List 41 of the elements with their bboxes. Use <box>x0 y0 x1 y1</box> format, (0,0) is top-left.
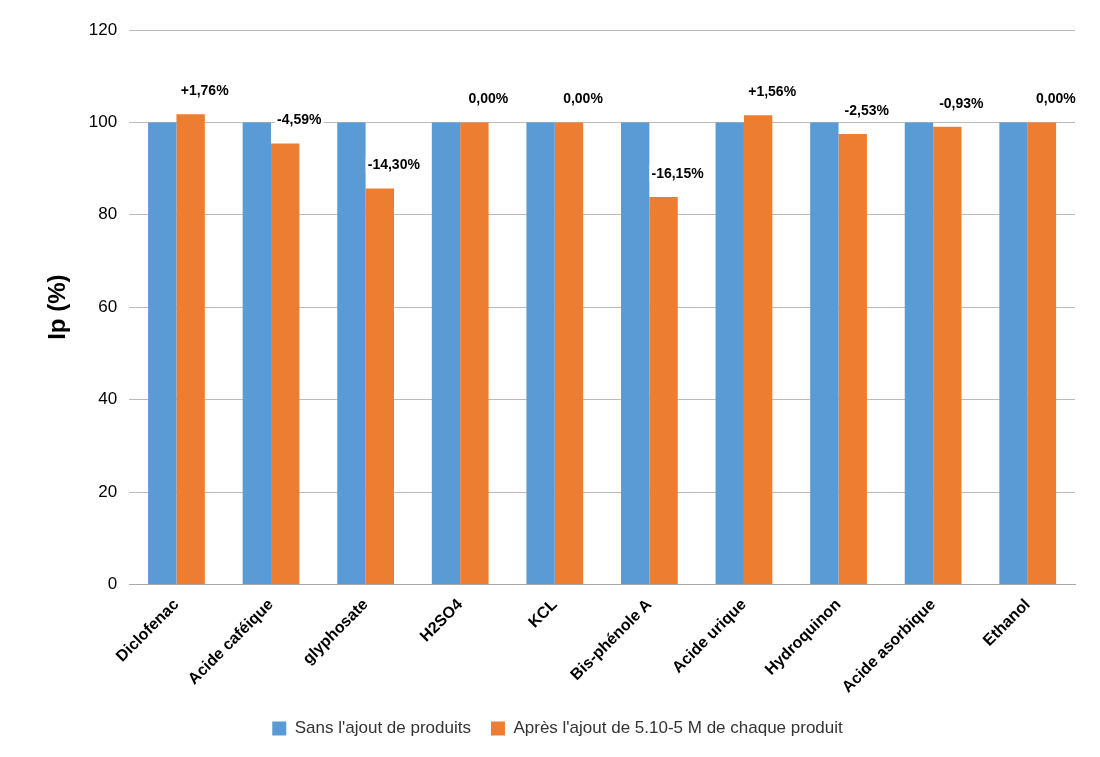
y-tick-label: 80 <box>98 204 118 224</box>
y-tick-label: 120 <box>88 19 118 39</box>
bar <box>271 143 300 584</box>
annotation: -2,53% <box>844 101 890 118</box>
annotation: 0,00% <box>468 90 509 107</box>
annotation: 0,00% <box>563 90 604 107</box>
annotation: +1,76% <box>180 82 230 99</box>
x-tick-label: KCL <box>524 595 561 631</box>
bar <box>365 188 394 584</box>
bar <box>431 122 461 584</box>
bar <box>148 122 177 584</box>
bar <box>743 115 773 584</box>
annotation: 0,00% <box>1036 90 1077 107</box>
bar <box>838 134 867 584</box>
bar <box>649 197 678 584</box>
bar <box>933 126 962 584</box>
y-tick-label: 100 <box>88 112 118 132</box>
bar <box>999 122 1028 584</box>
bar <box>1027 122 1057 584</box>
y-axis-title: Ip (%) <box>43 274 71 340</box>
y-tick-label: 60 <box>98 296 118 316</box>
y-tick-label: 0 <box>107 574 118 594</box>
annotation: -0,93% <box>939 94 985 111</box>
bar <box>810 122 839 584</box>
bar <box>526 122 555 584</box>
annotation: -14,30% <box>367 156 421 173</box>
y-tick-label: 40 <box>98 389 118 409</box>
legend-label: Sans l'ajout de produits <box>294 718 471 738</box>
bar <box>715 122 744 584</box>
annotation: -4,59% <box>277 111 322 128</box>
bar <box>337 122 366 584</box>
annotation: -16,15% <box>651 164 705 181</box>
bar <box>621 122 650 584</box>
y-tick-label: 20 <box>98 481 118 501</box>
bar <box>554 122 584 584</box>
legend-label: Après l'ajout de 5.10-5 M de chaque produit <box>513 718 844 738</box>
annotation: +1,56% <box>748 83 797 100</box>
bar <box>460 122 489 584</box>
bar <box>904 122 934 584</box>
bar <box>242 122 272 584</box>
bar <box>176 114 205 584</box>
